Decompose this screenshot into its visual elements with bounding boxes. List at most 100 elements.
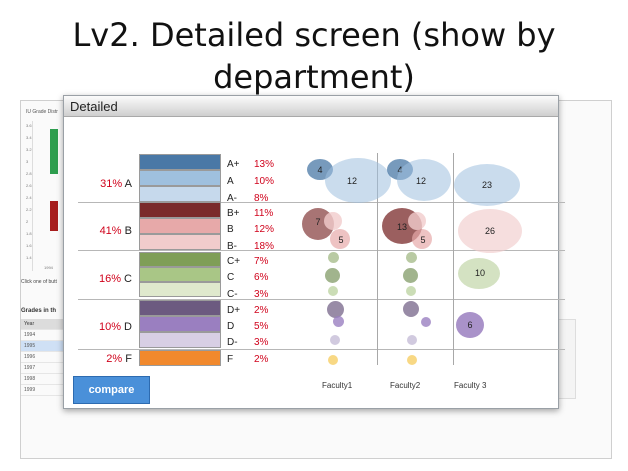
group-d-label: 10% D [72,321,132,333]
grade-percent: 10% [254,176,275,187]
group-percent: 10% [98,321,121,333]
bubble-f2-d-plus[interactable] [403,301,419,317]
table-row[interactable]: 1998 [21,374,69,385]
table-row[interactable]: 1996 [21,352,69,363]
grade-label: B- [227,241,237,252]
faculty-column-divider [453,153,454,365]
faculty-label-3: Faculty 3 [454,381,487,390]
table-header[interactable]: Year [21,319,69,330]
faculty-column-divider [377,153,378,365]
y-tick: 2.2 [26,207,32,212]
bubble-label: 4 [317,165,323,175]
grade-label: C- [227,289,238,300]
bubble-f2-f[interactable] [407,355,417,365]
bubble-f1-a[interactable] [325,158,391,203]
y-tick: 3 [26,159,29,164]
y-tick: 3.6 [26,123,32,128]
bubble-f2-d[interactable] [421,317,431,327]
grade-swatch-d-plus[interactable] [139,300,221,316]
faculty-label-1: Faculty1 [322,381,353,390]
bubble-f3-c[interactable] [458,258,500,289]
grade-label: C [227,272,235,283]
bubble-f2-d-minus[interactable] [407,335,417,345]
grade-swatch-b-plus[interactable] [139,202,221,218]
bubble-label: 13 [396,222,407,232]
slide-title-line-2: department) [213,58,415,96]
group-letter: D [124,321,132,333]
table-row[interactable]: 1999 [21,385,69,396]
group-a-label: 31% A [72,178,132,190]
grade-swatch-c-minus[interactable] [139,282,221,297]
bubble-f1-d[interactable] [333,316,344,327]
group-divider [78,299,565,300]
bubble-f1-f[interactable] [328,355,338,365]
grade-percent: 12% [254,224,275,235]
bubble-f1-d-plus[interactable] [327,301,344,318]
bubble-f2-b-minus[interactable] [408,212,426,230]
grade-label: A [227,176,234,187]
grade-swatch-d[interactable] [139,316,221,332]
grade-percent: 8% [254,193,269,204]
group-percent: 16% [98,273,121,285]
table-row[interactable]: 1994 [21,330,69,341]
grade-swatch-c[interactable] [139,267,221,282]
grade-swatch-f[interactable] [139,350,221,366]
grade-percent: 6% [254,272,269,283]
bubble-f2-a[interactable] [397,159,451,201]
grade-swatch-a-plus[interactable] [139,154,221,170]
table-row[interactable]: 1995 [21,341,69,352]
dialog-title: Detailed [70,99,118,114]
bubble-label: 7 [315,217,321,227]
group-letter: A [124,178,132,190]
bubble-f3-a[interactable] [454,164,520,206]
chart-bar[interactable] [50,201,58,231]
grade-percent: 2% [254,305,269,316]
bubble-f3-d[interactable] [456,312,484,338]
compare-button[interactable]: compare [73,376,150,404]
grade-swatch-b[interactable] [139,218,221,234]
slide-title-line-1: Lv2. Detailed screen (show by [72,16,556,54]
bubble-f1-b-minus[interactable] [324,212,342,230]
bubble-label: 5 [420,235,426,245]
grade-swatch-a-minus[interactable] [139,186,221,202]
bubble-f1-c-minus[interactable] [328,286,338,296]
grade-swatch-c-plus[interactable] [139,252,221,267]
x-tick: 1994 [44,265,53,270]
bubble-f1-b[interactable] [330,229,350,249]
bubble-f2-b[interactable] [412,229,432,249]
bubble-f3-b[interactable] [458,209,522,253]
grade-percent: 18% [254,241,275,252]
grade-swatch-b-minus[interactable] [139,234,221,250]
background-chart-axis [32,121,33,271]
group-percent: 41% [99,225,122,237]
background-scrollbar[interactable] [556,319,576,399]
background-grades-title: Grades in th [21,308,57,314]
grade-label: A- [227,193,237,204]
bubble-f2-c[interactable] [403,268,418,283]
bubble-f1-d-minus[interactable] [330,335,340,345]
grade-label: D [227,321,235,332]
grade-swatch-a[interactable] [139,170,221,186]
table-row[interactable]: 1997 [21,363,69,374]
bubble-f1-c-plus[interactable] [328,252,339,263]
dialog-header: Detailed [64,96,558,117]
bubble-label: 23 [481,180,492,190]
grade-label: D- [227,337,238,348]
grade-percent: 2% [254,354,269,365]
y-tick: 1.6 [26,243,32,248]
grade-percent: 3% [254,289,269,300]
grade-percent: 7% [254,256,269,267]
bubble-label: 12 [415,176,426,186]
y-tick: 3.4 [26,135,32,140]
grade-percent: 5% [254,321,269,332]
group-letter: F [125,353,132,365]
group-divider [78,202,565,203]
bubble-f2-c-minus[interactable] [406,286,416,296]
chart-bar[interactable] [50,129,58,174]
background-click-hint: Click one of butt [21,279,57,285]
grade-swatch-d-minus[interactable] [139,332,221,348]
bubble-f1-c[interactable] [325,268,340,283]
bubble-f2-c-plus[interactable] [406,252,417,263]
y-tick: 1.8 [26,231,32,236]
background-grade-chart: 3.6 3.4 3.2 3 2.8 2.6 2.4 2.2 2 1.8 1.6 … [26,121,66,271]
